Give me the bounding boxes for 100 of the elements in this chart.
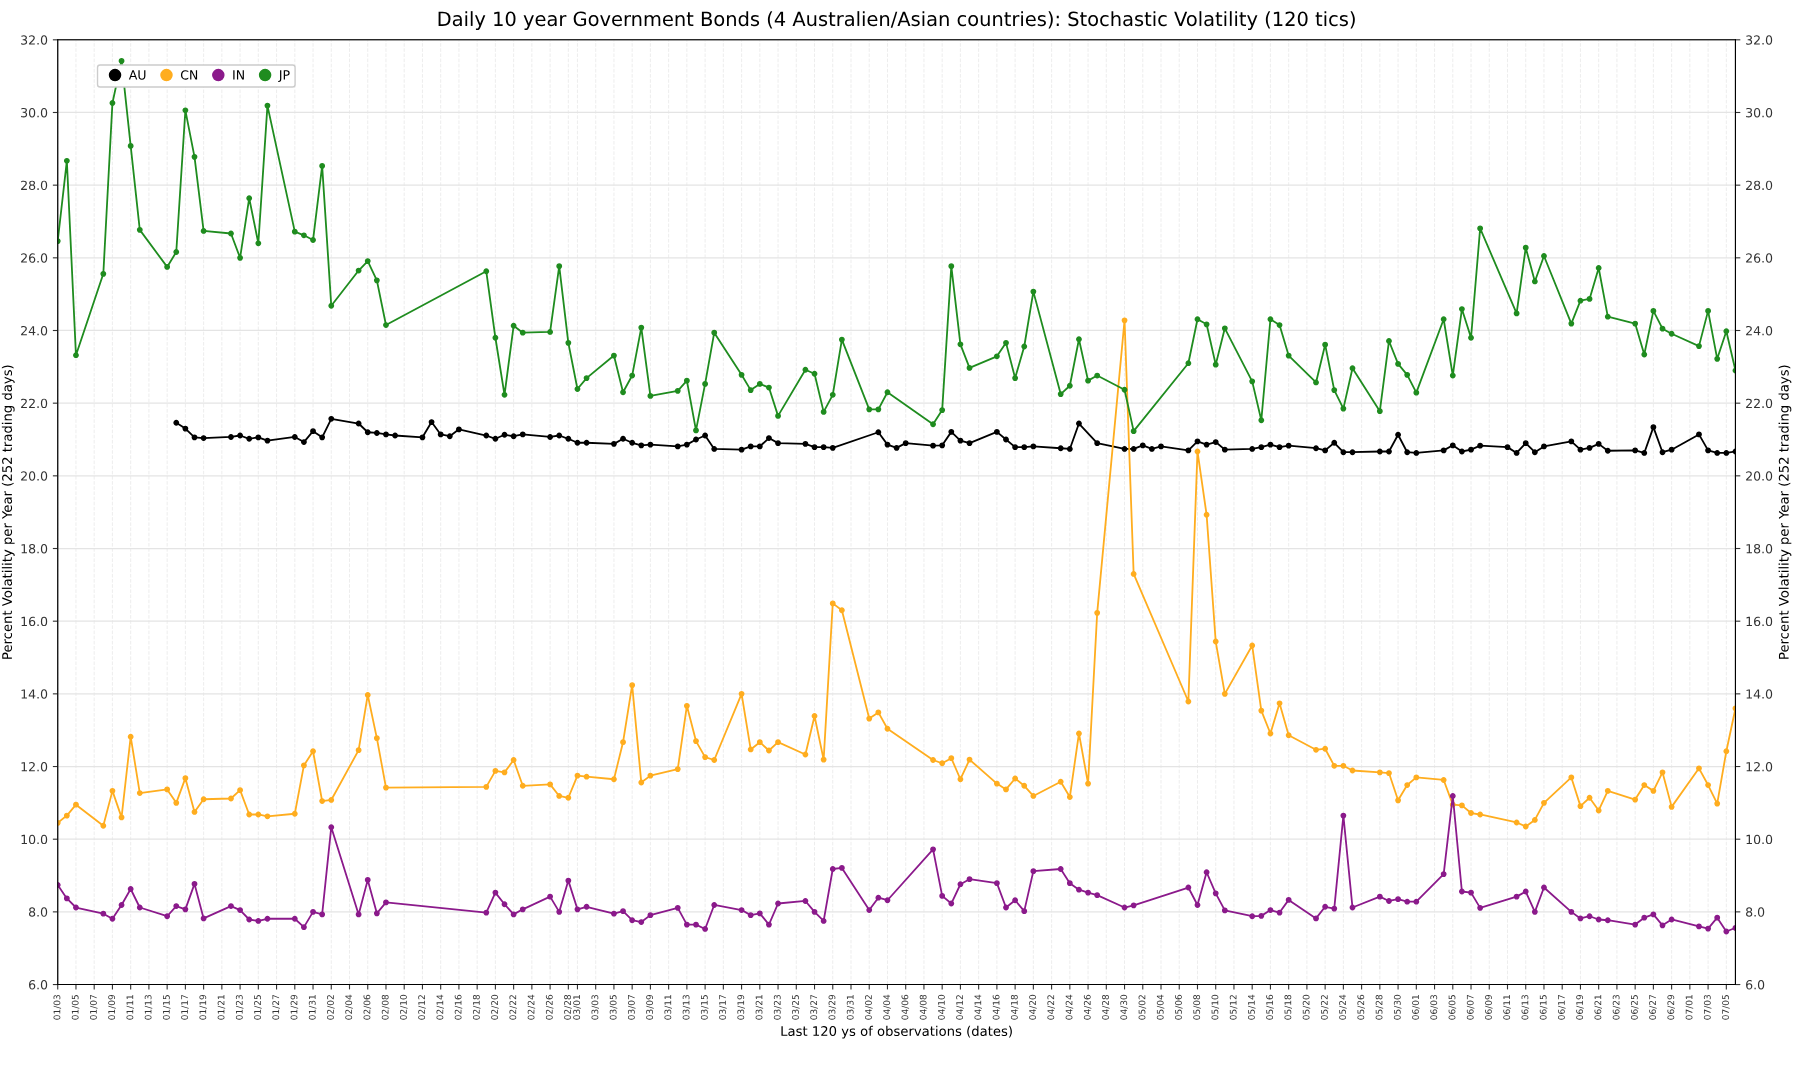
x-tick-label: 02/22	[509, 995, 517, 1020]
x-tick-label: 04/20	[1029, 994, 1037, 1020]
y-tick-label: 30.0	[21, 107, 48, 118]
y2-tick-label: 10.0	[1746, 834, 1773, 845]
x-tick-label: 01/13	[144, 994, 153, 1020]
x-tick-label: 02/04	[345, 994, 353, 1020]
x-tick-label: 04/06	[901, 994, 910, 1020]
x-tick-label: 06/27	[1649, 995, 1657, 1020]
y-axis-title: Percent Volatility per Year (252 trading days)	[1, 365, 15, 659]
y-tick-label: 18.0	[21, 543, 48, 554]
y2-tick-label: 18.0	[1746, 543, 1773, 554]
x-tick-label: 05/12	[1229, 995, 1238, 1020]
x-tick-label: 04/04	[883, 994, 891, 1020]
x-tick-label: 01/25	[254, 995, 262, 1020]
x-tick-label: 06/11	[1503, 995, 1511, 1020]
x-tick-label: 03/01	[573, 995, 581, 1020]
y-tick-label: 20.0	[21, 471, 48, 481]
x-tick-label: 06/07	[1466, 995, 1475, 1020]
x-tick-label: 02/02	[327, 995, 335, 1020]
x-tick-label: 06/09	[1485, 994, 1493, 1020]
y2-tick-label: 26.0	[1746, 253, 1773, 263]
x-tick-label: 01/23	[235, 994, 244, 1020]
x-tick-label: 04/30	[1120, 994, 1128, 1020]
x-tick-label: 02/28	[564, 994, 572, 1020]
y-tick-label: 28.0	[21, 180, 48, 191]
x-tick-label: 04/24	[1065, 994, 1074, 1020]
x-tick-label: 03/15	[700, 995, 709, 1020]
x-tick-label: 04/16	[992, 994, 1001, 1020]
x-tick-label: 07/05	[1722, 995, 1730, 1020]
x-tick-label: 04/28	[1102, 994, 1110, 1020]
x-tick-label: 02/24	[527, 994, 536, 1020]
x-tick-label: 06/29	[1667, 994, 1675, 1020]
x-tick-label: 02/26	[545, 994, 554, 1020]
x-tick-label: 05/20	[1302, 994, 1311, 1020]
x-tick-label: 06/15	[1539, 995, 1548, 1020]
x-tick-label: 05/18	[1284, 994, 1292, 1020]
y2-axis-title: Percent Volatility per Year (252 trading days)	[1778, 365, 1792, 659]
x-tick-label: 02/14	[436, 994, 445, 1020]
y2-tick-label: 12.0	[1746, 762, 1773, 772]
chart-title: Daily 10 year Government Bonds (4 Australien/Asian countries): Stochastic Volatility (120 tics)	[438, 11, 1355, 30]
x-tick-label: 01/21	[217, 995, 226, 1020]
x-tick-label: 01/17	[181, 995, 189, 1020]
y2-tick-label: 8.0	[1746, 907, 1765, 917]
x-tick-label: 01/27	[272, 995, 280, 1020]
y-tick-label: 6.0	[29, 980, 48, 990]
x-tick-label: 06/19	[1576, 994, 1584, 1020]
y-tick-label: 14.0	[21, 689, 48, 699]
x-tick-label: 04/10	[937, 994, 946, 1020]
x-tick-label: 01/29	[290, 994, 299, 1020]
x-tick-label: 05/26	[1357, 994, 1365, 1020]
x-tick-label: 02/12	[418, 995, 426, 1020]
x-tick-label: 05/10	[1211, 994, 1220, 1020]
x-tick-label: 02/18	[472, 994, 481, 1020]
x-tick-label: 03/05	[609, 995, 618, 1020]
x-tick-label: 04/22	[1047, 995, 1055, 1020]
x-tick-label: 03/31	[846, 995, 855, 1020]
x-tick-label: 01/19	[199, 994, 207, 1020]
x-tick-label: 04/02	[865, 995, 873, 1020]
legend-label: IN	[233, 70, 244, 80]
x-tick-label: 02/16	[454, 994, 463, 1020]
x-tick-label: 04/26	[1083, 994, 1092, 1020]
x-tick-label: 01/31	[308, 995, 317, 1020]
y-tick-label: 32.0	[21, 35, 48, 45]
x-tick-label: 06/23	[1612, 994, 1621, 1020]
x-tick-label: 06/21	[1594, 995, 1603, 1020]
x-tick-label: 04/08	[919, 994, 928, 1020]
x-tick-label: 07/01	[1685, 995, 1694, 1020]
legend-label: JP	[278, 70, 290, 82]
x-tick-label: 03/09	[646, 994, 654, 1020]
y-tick-label: 10.0	[21, 834, 48, 845]
x-tick-label: 01/09	[108, 994, 116, 1020]
y-tick-label: 24.0	[21, 325, 48, 336]
y2-tick-label: 24.0	[1746, 325, 1773, 336]
x-tick-label: 03/21	[755, 995, 764, 1020]
x-tick-label: 03/03	[591, 994, 600, 1020]
x-tick-label: 03/17	[719, 995, 727, 1020]
x-tick-label: 05/08	[1193, 994, 1201, 1020]
x-tick-label: 03/25	[792, 995, 800, 1020]
x-tick-label: 01/07	[89, 995, 98, 1020]
x-tick-label: 05/24	[1339, 994, 1347, 1020]
x-tick-label: 03/11	[664, 995, 672, 1020]
x-tick-label: 03/29	[828, 994, 837, 1020]
x-tick-label: 03/13	[682, 994, 691, 1020]
x-tick-label: 06/03	[1430, 994, 1438, 1020]
x-tick-label: 05/28	[1375, 994, 1384, 1020]
x-tick-label: 06/01	[1412, 995, 1420, 1020]
x-tick-label: 04/14	[974, 994, 982, 1020]
y-tick-label: 12.0	[21, 762, 48, 772]
x-tick-label: 03/27	[810, 995, 818, 1020]
x-tick-label: 05/02	[1138, 995, 1147, 1020]
y2-tick-label: 30.0	[1746, 107, 1773, 118]
y2-tick-label: 28.0	[1746, 180, 1773, 191]
y-tick-label: 22.0	[21, 398, 48, 409]
y2-tick-label: 6.0	[1746, 980, 1765, 990]
x-tick-label: 05/06	[1175, 994, 1183, 1020]
x-axis-title: Last 120 ys of observations (dates)	[781, 1025, 1012, 1039]
x-tick-label: 05/14	[1247, 994, 1256, 1020]
x-tick-label: 04/18	[1010, 994, 1019, 1020]
y2-tick-label: 32.0	[1746, 35, 1773, 45]
x-tick-label: 03/07	[627, 995, 636, 1020]
